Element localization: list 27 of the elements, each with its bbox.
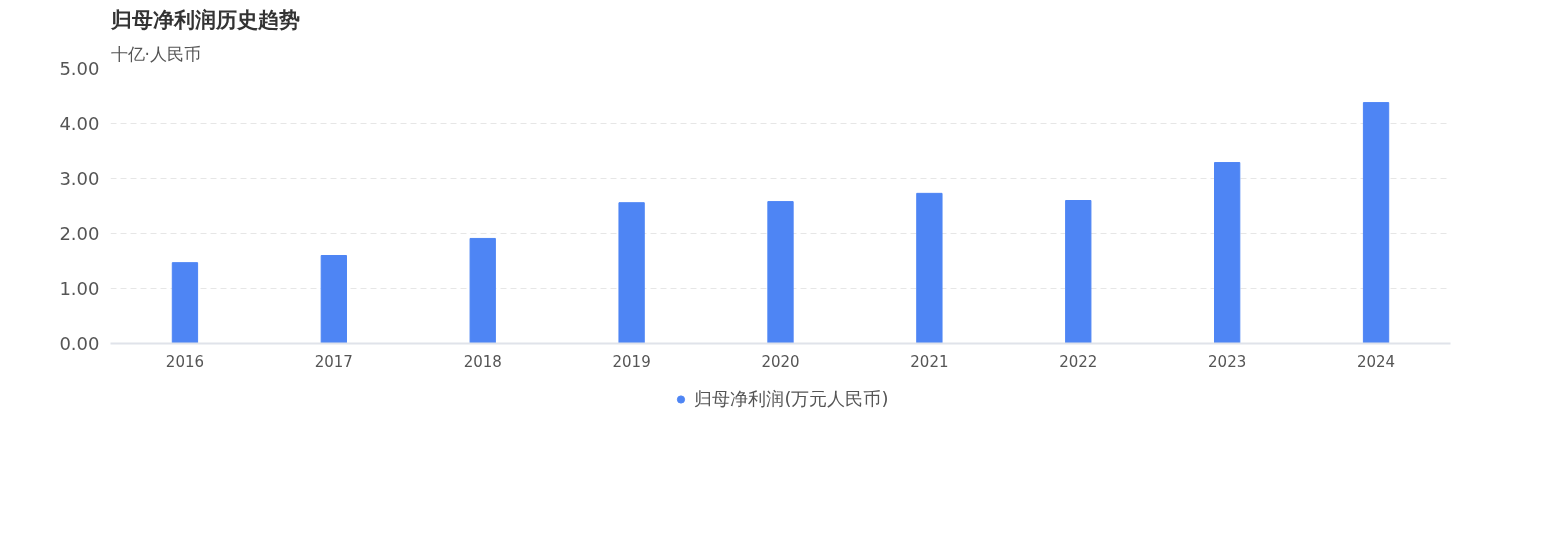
bar	[1362, 102, 1390, 344]
y-tick-label: 5.00	[59, 58, 100, 79]
bar	[320, 255, 347, 344]
y-axis-title: 十亿·人民币	[110, 43, 201, 64]
x-tick-label: 2021	[910, 352, 949, 371]
bar	[1214, 162, 1241, 344]
bar	[469, 237, 496, 344]
x-tick-label: 2020	[761, 352, 800, 371]
x-tick-label: 2022	[1059, 352, 1098, 371]
bar	[767, 201, 794, 344]
x-tick-label: 2017	[314, 352, 353, 371]
bar	[916, 192, 943, 344]
bar	[618, 202, 645, 344]
y-tick-label: 2.00	[59, 223, 100, 244]
x-tick-label: 2019	[612, 352, 651, 371]
y-tick-label: 0.00	[59, 333, 100, 354]
x-tick-label: 2018	[463, 352, 502, 371]
chart-title: 归母净利润历史趋势	[109, 7, 300, 32]
x-tick-label: 2016	[165, 352, 205, 371]
bar	[171, 262, 199, 344]
bar	[1065, 200, 1092, 344]
x-tick-label: 2024	[1356, 352, 1396, 371]
y-tick-label: 4.00	[59, 113, 100, 134]
y-tick-label: 1.00	[59, 278, 100, 299]
legend-label: 归母净利润(万元人民币)	[694, 387, 889, 411]
x-tick-label: 2023	[1208, 352, 1247, 371]
y-tick-label: 3.00	[59, 168, 100, 189]
